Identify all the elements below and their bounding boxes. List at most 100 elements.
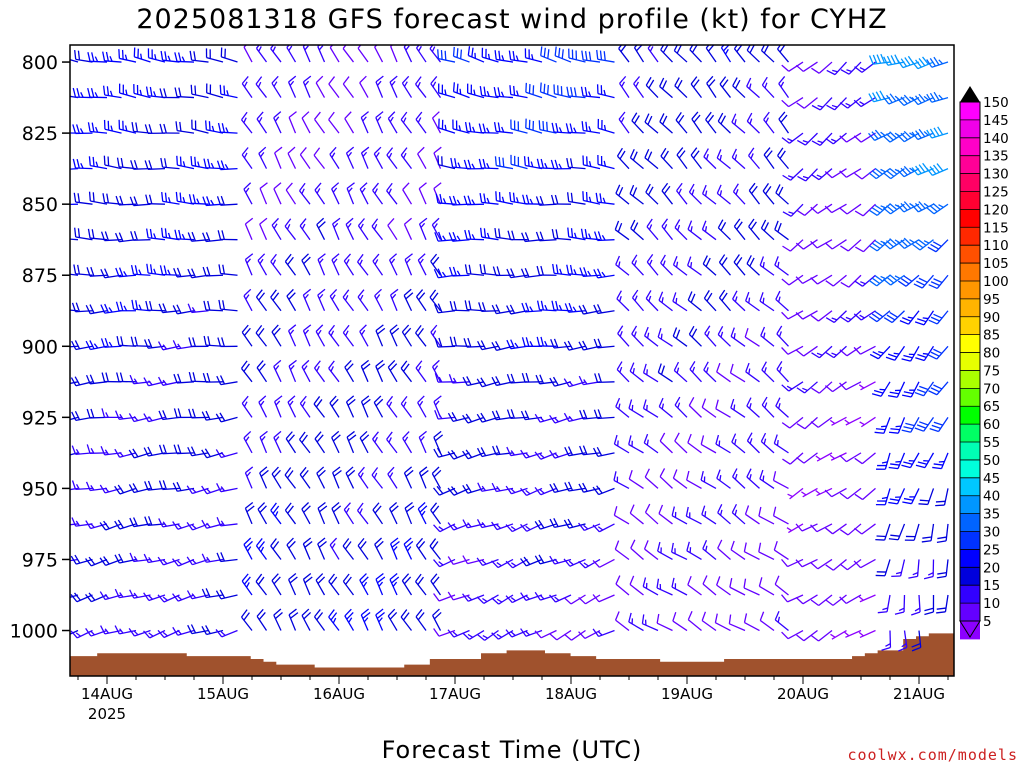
wind-barb [114,448,137,458]
wind-barb [317,288,326,312]
wind-barb [415,45,427,63]
x-axis-title: Forecast Time (UTC) [382,736,643,764]
colorbar-label: 115 [983,220,1009,236]
wind-barb [672,327,688,347]
colorbar-swatch [960,567,980,586]
wind-barb [760,432,775,454]
wind-barb [191,119,209,134]
wind-barb [523,156,543,170]
wind-barb [284,218,297,241]
wind-barb [929,416,949,433]
wind-barb [328,76,340,98]
wind-barb [313,609,326,631]
wind-barb [839,452,862,463]
wind-barb [118,83,137,99]
wind-barb [99,484,122,494]
wind-barb [810,523,833,533]
wind-barb [329,288,340,312]
colorbar-swatch [960,495,980,515]
wind-barb [415,573,427,596]
wind-barb [763,147,775,170]
x-tick-label: 14AUG [81,685,133,703]
wind-barb [243,45,253,63]
wind-barb [492,266,514,277]
wind-barb [433,303,456,314]
wind-barb [346,430,357,454]
wind-barb [728,614,746,632]
wind-barb [815,452,833,462]
colorbar-label: 90 [983,310,1000,326]
wind-barb [550,159,572,170]
wind-barb [733,254,746,276]
wind-barb [401,324,413,347]
colorbar-swatch [960,388,980,407]
wind-barb [431,466,442,489]
wind-barb [343,253,355,276]
wind-barb [415,324,427,347]
wind-barb [359,430,370,454]
wind-barb [927,239,949,253]
wind-barb [746,77,760,99]
wind-barb [206,83,224,99]
wind-barb [748,218,761,241]
wind-barb [357,253,369,276]
wind-barb [357,289,369,312]
wind-barb [331,501,342,525]
wind-barb [274,146,283,169]
wind-barb [659,77,673,99]
x-tick-label: 17AUG [429,685,481,703]
wind-barb [158,303,180,314]
wind-barb [481,47,499,63]
wind-barb [644,503,659,525]
wind-barb [145,194,166,205]
wind-barb [549,555,572,565]
wind-barb [703,148,717,170]
wind-barb [418,430,427,454]
wind-barb [114,410,137,420]
wind-barb [853,310,876,321]
wind-barb [74,227,93,241]
wind-barb [463,337,485,348]
wind-barb [716,149,731,170]
wind-barb [287,324,297,347]
y-tick-label: 850 [22,194,58,216]
wind-barb [593,409,615,420]
wind-barb [858,629,876,639]
wind-barb [158,410,180,421]
wind-barb [733,218,746,241]
wind-barb [720,45,732,63]
wind-barb [462,376,485,387]
wind-barb [417,395,427,418]
wind-barb [795,239,818,250]
wind-barb [631,325,644,347]
wind-barb [644,149,659,170]
wind-barb [672,469,688,489]
wind-barb [854,452,876,465]
wind-barb [491,304,514,315]
wind-barb [70,381,79,385]
wind-barb [243,182,253,205]
speed-colorbar: 1501451401351301251201151101051009590858… [959,86,1009,640]
colorbar-label: 10 [983,596,1000,612]
wind-barb [618,45,630,63]
wind-barb [868,274,891,287]
wind-barb [761,361,775,383]
wind-barb [825,594,847,606]
wind-barb [705,45,717,63]
wind-barb [491,521,514,531]
colorbar-swatch [960,406,980,425]
wind-barb [883,167,905,180]
wind-barb [657,327,673,347]
wind-barb [418,182,427,205]
wind-barb [534,591,557,601]
wind-barb [430,502,442,525]
wind-barb [897,274,920,287]
colorbar-swatch [960,316,980,336]
wind-barb [70,238,79,241]
wind-barb [372,253,384,276]
wind-barb [255,76,268,98]
wind-barb [243,537,253,560]
wind-barb [613,434,630,454]
wind-barb [758,577,775,596]
wind-barb [452,119,470,134]
